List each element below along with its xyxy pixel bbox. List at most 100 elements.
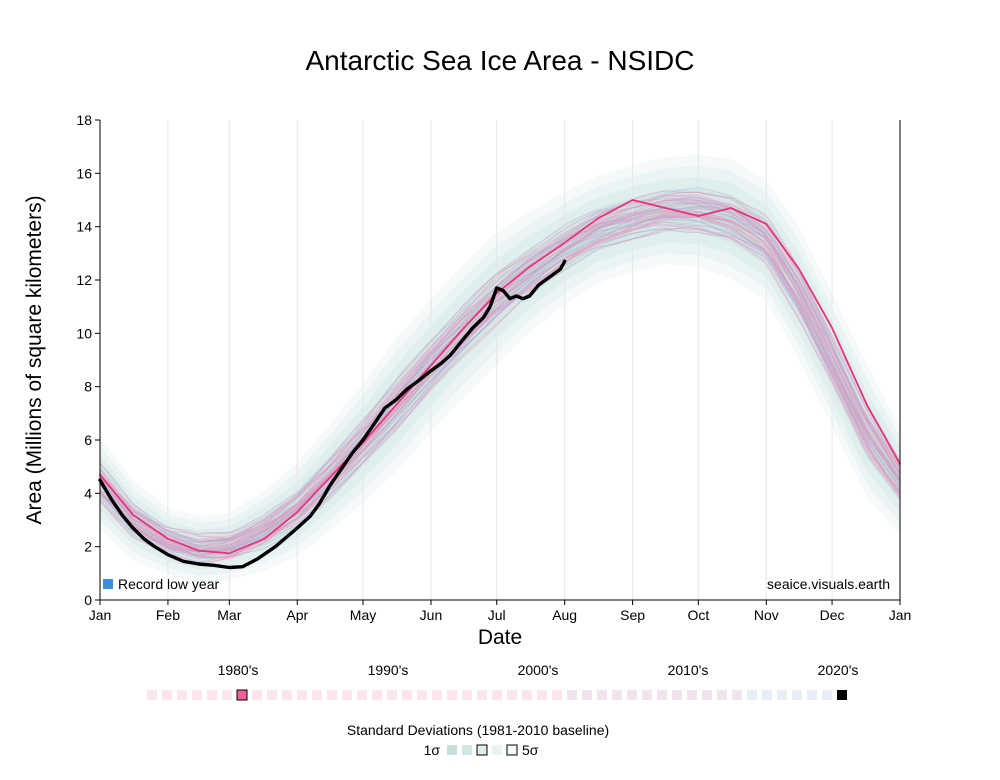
year-swatch[interactable] bbox=[177, 690, 187, 700]
year-line bbox=[99, 191, 901, 539]
year-swatch[interactable] bbox=[402, 690, 412, 700]
year-line bbox=[99, 227, 901, 556]
year-swatch[interactable] bbox=[492, 690, 502, 700]
std-dev-bands bbox=[100, 154, 900, 583]
y-tick-label: 14 bbox=[76, 219, 92, 235]
year-swatch[interactable] bbox=[762, 690, 772, 700]
x-axis-ticks: Jan Feb Mar Apr May Jun Jul Aug Sep Oct Nov Dec Jan bbox=[89, 600, 911, 623]
year-swatch[interactable] bbox=[372, 690, 382, 700]
y-axis-label: Area (Millions of square kilometers) bbox=[23, 195, 46, 524]
sd-swatch-1sigma[interactable] bbox=[447, 745, 457, 755]
x-tick-label: Mar bbox=[217, 607, 241, 623]
year-swatch[interactable] bbox=[747, 690, 757, 700]
decade-label-2010s: 2010's bbox=[668, 662, 709, 678]
x-tick-label: Apr bbox=[286, 607, 308, 623]
year-line bbox=[99, 200, 901, 552]
year-line bbox=[99, 205, 901, 542]
year-swatch[interactable] bbox=[282, 690, 292, 700]
sd-swatch-4sigma[interactable] bbox=[492, 745, 502, 755]
year-line bbox=[99, 212, 901, 553]
x-tick-label: Jan bbox=[89, 607, 112, 623]
year-swatch[interactable] bbox=[327, 690, 337, 700]
year-selector[interactable] bbox=[147, 689, 847, 701]
year-swatch[interactable] bbox=[582, 690, 592, 700]
year-swatch[interactable] bbox=[297, 690, 307, 700]
sd-swatches[interactable] bbox=[447, 744, 518, 756]
year-swatch[interactable] bbox=[732, 690, 742, 700]
year-swatch[interactable] bbox=[777, 690, 787, 700]
year-swatch[interactable] bbox=[657, 690, 667, 700]
year-swatch[interactable] bbox=[462, 690, 472, 700]
year-line bbox=[99, 221, 901, 564]
y-tick-label: 0 bbox=[84, 592, 92, 608]
year-swatch[interactable] bbox=[432, 690, 442, 700]
year-swatch[interactable] bbox=[597, 690, 607, 700]
year-swatch[interactable] bbox=[236, 689, 248, 701]
record-low-label: Record low year bbox=[118, 576, 219, 592]
sd-swatch-2sigma[interactable] bbox=[462, 745, 472, 755]
year-swatch[interactable] bbox=[837, 690, 847, 700]
year-swatch[interactable] bbox=[267, 690, 277, 700]
highlighted-series bbox=[98, 199, 901, 570]
year-swatch[interactable] bbox=[162, 690, 172, 700]
year-swatch[interactable] bbox=[387, 690, 397, 700]
year-swatch[interactable] bbox=[447, 690, 457, 700]
year-swatch[interactable] bbox=[507, 690, 517, 700]
year-swatch[interactable] bbox=[207, 690, 217, 700]
std-dev-band-3sigma bbox=[100, 177, 900, 570]
year-swatch[interactable] bbox=[252, 690, 262, 700]
year-swatch[interactable] bbox=[612, 690, 622, 700]
year-swatch[interactable] bbox=[702, 690, 712, 700]
year-swatch[interactable] bbox=[792, 690, 802, 700]
year-swatch[interactable] bbox=[672, 690, 682, 700]
credit-text: seaice.visuals.earth bbox=[767, 576, 890, 592]
year-swatch[interactable] bbox=[537, 690, 547, 700]
year-swatch[interactable] bbox=[147, 690, 157, 700]
highlighted-year-line bbox=[99, 199, 901, 555]
year-swatch[interactable] bbox=[312, 690, 322, 700]
year-swatch[interactable] bbox=[477, 690, 487, 700]
year-swatch[interactable] bbox=[417, 690, 427, 700]
decade-label-2020s: 2020's bbox=[818, 662, 859, 678]
x-tick-label: Dec bbox=[820, 607, 845, 623]
chart-title: Antarctic Sea Ice Area - NSIDC bbox=[305, 45, 694, 76]
year-swatch[interactable] bbox=[642, 690, 652, 700]
x-tick-label: May bbox=[350, 607, 376, 623]
year-swatch[interactable] bbox=[192, 690, 202, 700]
year-swatch[interactable] bbox=[222, 690, 232, 700]
x-axis-label: Date bbox=[478, 626, 522, 649]
year-line bbox=[99, 208, 901, 550]
year-line bbox=[99, 214, 901, 559]
year-line bbox=[99, 228, 901, 557]
decade-label-2000s: 2000's bbox=[518, 662, 559, 678]
y-axis-ticks: 0 2 4 6 8 10 12 14 16 18 bbox=[76, 112, 100, 608]
sd-legend-title: Standard Deviations (1981-2010 baseline) bbox=[347, 722, 609, 738]
sd-swatch-3sigma[interactable] bbox=[476, 744, 488, 756]
year-swatch[interactable] bbox=[717, 690, 727, 700]
year-line bbox=[99, 214, 901, 558]
year-line bbox=[99, 215, 901, 548]
year-swatch[interactable] bbox=[822, 690, 832, 700]
x-tick-label: Sep bbox=[620, 607, 645, 623]
year-line bbox=[99, 201, 901, 541]
year-swatch[interactable] bbox=[342, 690, 352, 700]
year-line bbox=[99, 207, 901, 543]
x-tick-label: Aug bbox=[552, 607, 577, 623]
year-swatch[interactable] bbox=[687, 690, 697, 700]
year-swatch[interactable] bbox=[522, 690, 532, 700]
year-line bbox=[99, 213, 901, 558]
year-line bbox=[99, 187, 901, 543]
year-swatch[interactable] bbox=[627, 690, 637, 700]
year-line bbox=[99, 213, 901, 552]
year-swatch[interactable] bbox=[357, 690, 367, 700]
year-swatch[interactable] bbox=[552, 690, 562, 700]
year-line bbox=[99, 197, 901, 548]
year-line bbox=[99, 194, 901, 546]
year-line bbox=[99, 207, 901, 543]
year-swatch[interactable] bbox=[807, 690, 817, 700]
year-line bbox=[99, 223, 901, 553]
sd-swatch-5sigma[interactable] bbox=[506, 744, 518, 756]
year-swatch[interactable] bbox=[567, 690, 577, 700]
year-line bbox=[99, 216, 901, 552]
std-dev-band-4sigma bbox=[100, 165, 900, 576]
